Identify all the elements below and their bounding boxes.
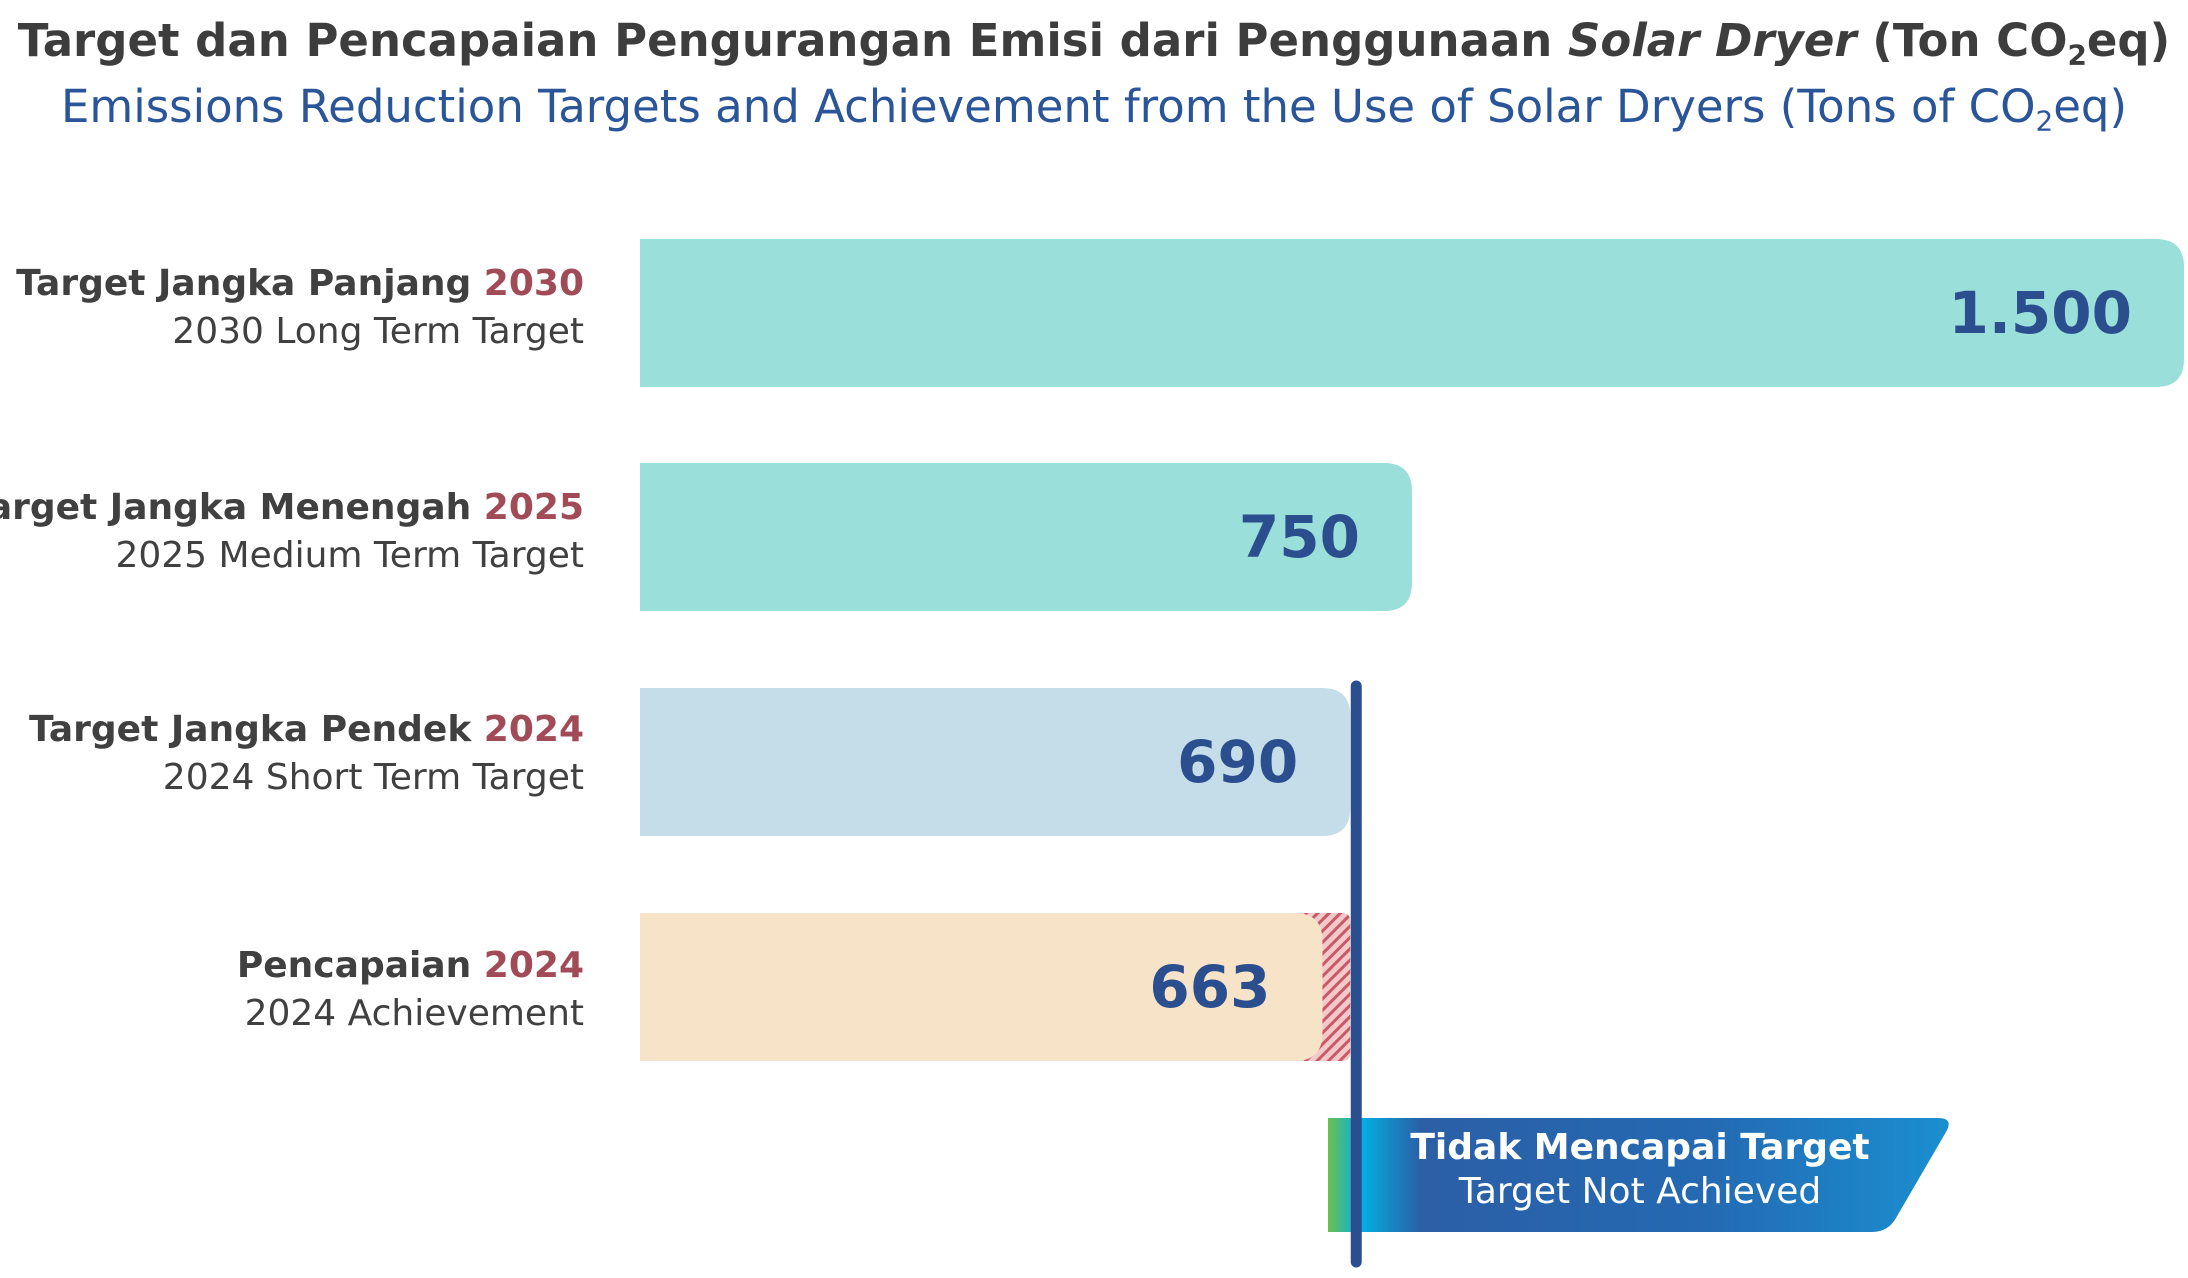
bar-short-term-2024 — [640, 688, 1351, 836]
bar-achievement-2024 — [640, 913, 1323, 1061]
badge-line-indonesian: Tidak Mencapai Target — [1410, 1127, 1870, 1168]
bar-long-term-2030-value-label: 1.500 — [1949, 279, 2132, 347]
bar-medium-term-2025 — [640, 463, 1412, 611]
bar-long-term-2030 — [640, 239, 2184, 387]
bar-achievement-2024-value-label: 663 — [1149, 953, 1270, 1021]
row-label-medium-term: Target Jangka Menengah 2025 2025 Medium … — [0, 487, 584, 576]
not-achieved-badge — [1328, 1118, 1949, 1232]
chart-title-indonesian: Target dan Pencapaian Pengurangan Emisi … — [17, 14, 2171, 72]
chart-title-english: Emissions Reduction Targets and Achievem… — [60, 80, 2128, 138]
badge-text: Tidak Mencapai Target Target Not Achieve… — [1328, 1126, 1952, 1214]
row-label-short-term: Target Jangka Pendek 2024 2024 Short Ter… — [28, 709, 584, 798]
bar-medium-term-2025-value-label: 750 — [1239, 503, 1360, 571]
chart-titles: Target dan Pencapaian Pengurangan Emisi … — [0, 8, 2188, 140]
row-label-long-term: Target Jangka Panjang 2030 2030 Long Ter… — [16, 263, 584, 352]
badge-line-english: Target Not Achieved — [1458, 1171, 1822, 1212]
bar-short-term-2024-value-label: 690 — [1177, 728, 1298, 796]
row-label-achievement: Pencapaian 2024 2024 Achievement — [236, 945, 584, 1034]
achievement-shortfall-hatch — [1294, 913, 1351, 1061]
